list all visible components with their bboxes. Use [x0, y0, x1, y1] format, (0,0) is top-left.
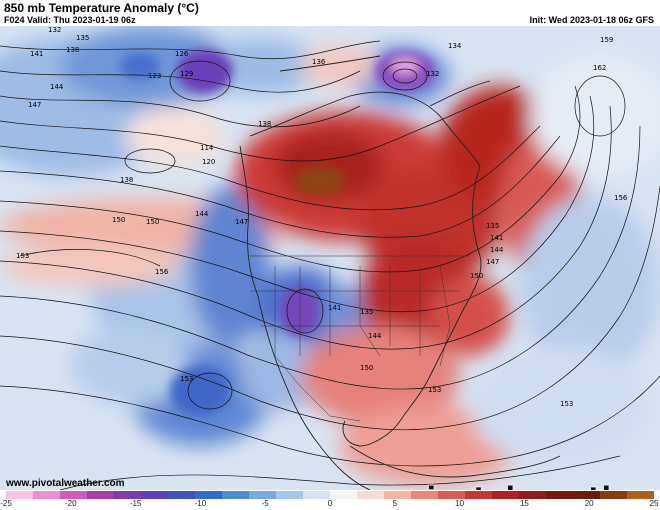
contour-label: 132 [426, 70, 439, 78]
contour-label: 138 [258, 120, 271, 128]
contour-label: 114 [200, 144, 214, 152]
contour-label: 138 [66, 46, 79, 54]
colorbar-tick-label: 5 [392, 499, 398, 508]
contour-label: 147 [235, 218, 248, 226]
colorbar-swatch [33, 491, 60, 499]
colorbar-swatch [249, 491, 276, 499]
contour-label: 153 [16, 252, 29, 260]
colorbar-swatch [60, 491, 87, 499]
colorbar-labels: -25 -20 -15 -10 -5 0 5 10 15 20 25 [0, 499, 658, 510]
contour-label: 144 [195, 210, 209, 218]
colorbar-tick-label: -15 [129, 499, 142, 508]
coastlines [239, 55, 561, 490]
colorbar-swatch [141, 491, 168, 499]
colorbar-swatch [600, 491, 627, 499]
colorbar-swatch [384, 491, 411, 499]
colorbar-tick-label: -20 [65, 499, 77, 508]
colorbar-swatch [546, 491, 573, 499]
anomaly-field: 132 135 138 141 144 147 150 153 156 159 … [0, 26, 660, 490]
colorbar-swatch [438, 491, 465, 499]
colorbar-tick-label: 20 [584, 499, 594, 508]
contour-label: 162 [593, 64, 606, 72]
weather-map: 132 135 138 141 144 147 150 153 156 159 … [0, 26, 660, 490]
contour-label: 129 [180, 70, 193, 78]
colorbar: -25 -20 -15 -10 -5 0 5 10 15 20 25 [0, 490, 660, 510]
state-borders [250, 255, 470, 422]
contour-label: 123 [148, 72, 161, 80]
colorbar-swatch [87, 491, 114, 499]
contour-label: 159 [600, 36, 613, 44]
contour-label: 144 [490, 246, 504, 254]
colorbar-swatch [114, 491, 141, 499]
colorbar-strip [6, 491, 654, 499]
contour-label: 147 [486, 258, 499, 266]
contour-label: 153 [180, 375, 193, 383]
contour-label: 153 [428, 386, 441, 394]
contour-label: 147 [28, 101, 41, 109]
contour-label: 150 [112, 216, 125, 224]
colorbar-swatch [303, 491, 330, 499]
colorbar-tick-label: -10 [194, 499, 207, 508]
colorbar-tick-label: -25 [0, 499, 12, 508]
contour-label: 156 [155, 268, 169, 276]
contour-label: 141 [328, 304, 341, 312]
colorbar-swatch [492, 491, 519, 499]
contour-label: 144 [368, 332, 382, 340]
colorbar-tick-label: 0 [327, 499, 333, 508]
contour-label: 135 [76, 34, 89, 42]
contour-label: 150 [360, 364, 373, 372]
colorbar-tick-label: 10 [455, 499, 465, 508]
colorbar-swatch [276, 491, 303, 499]
contour-label: 144 [50, 83, 64, 91]
contour-label: 156 [614, 194, 628, 202]
colorbar-swatch [6, 491, 33, 499]
contour-label: 135 [360, 308, 373, 316]
contour-label: 141 [30, 50, 43, 58]
colorbar-swatch [222, 491, 249, 499]
colorbar-tick-label: 25 [649, 499, 659, 508]
colorbar-swatch [195, 491, 222, 499]
website-link[interactable]: www.pivotalweather.com [6, 478, 125, 489]
contour-label: 134 [448, 42, 462, 50]
contour-label: 135 [486, 222, 499, 230]
init-time: Init: Wed 2023-01-18 06z GFS [529, 15, 654, 25]
colorbar-swatch [168, 491, 195, 499]
contour-label: 153 [560, 400, 573, 408]
contour-label: 138 [120, 176, 133, 184]
colorbar-swatch [573, 491, 600, 499]
brand-logo: pivotal weather [407, 482, 654, 490]
contour-label: 150 [470, 272, 483, 280]
valid-time: F024 Valid: Thu 2023-01-19 06z [4, 15, 136, 25]
colorbar-swatch [330, 491, 357, 499]
colorbar-tick-label: -5 [261, 499, 269, 508]
colorbar-swatch [411, 491, 438, 499]
contour-label: 150 [146, 218, 159, 226]
contour-label: 120 [202, 158, 215, 166]
colorbar-swatch [465, 491, 492, 499]
header-bar: 850 mb Temperature Anomaly (°C) F024 Val… [0, 0, 660, 26]
contour-label: 141 [490, 234, 503, 242]
contour-label-group: 132 135 138 141 144 147 150 153 156 159 … [16, 26, 628, 408]
map-title: 850 mb Temperature Anomaly (°C) [4, 1, 199, 15]
contour-label: 136 [312, 58, 326, 66]
colorbar-swatch [519, 491, 546, 499]
height-contours [0, 40, 660, 490]
colorbar-swatch [627, 491, 654, 499]
contour-label: 132 [48, 26, 61, 34]
contour-label: 126 [175, 50, 189, 58]
colorbar-tick-label: 15 [519, 499, 529, 508]
colorbar-swatch [357, 491, 384, 499]
